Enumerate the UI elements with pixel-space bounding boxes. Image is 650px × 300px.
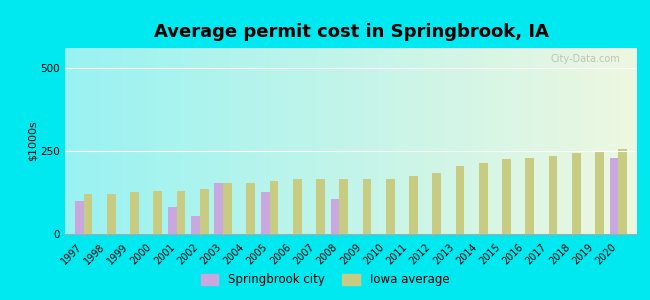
- Bar: [549, 156, 558, 234]
- Bar: [270, 181, 278, 234]
- Bar: [595, 151, 604, 234]
- Y-axis label: $1000s: $1000s: [27, 121, 38, 161]
- Bar: [191, 216, 200, 234]
- Bar: [223, 182, 232, 234]
- Text: City-Data.com: City-Data.com: [550, 54, 620, 64]
- Legend: Springbrook city, Iowa average: Springbrook city, Iowa average: [196, 269, 454, 291]
- Bar: [200, 189, 209, 234]
- Bar: [177, 191, 185, 234]
- Bar: [75, 201, 84, 234]
- Bar: [261, 193, 270, 234]
- Bar: [409, 176, 418, 234]
- Bar: [339, 179, 348, 234]
- Title: Average permit cost in Springbrook, IA: Average permit cost in Springbrook, IA: [153, 23, 549, 41]
- Bar: [432, 172, 441, 234]
- Bar: [316, 179, 325, 234]
- Bar: [386, 179, 395, 234]
- Bar: [293, 179, 302, 234]
- Bar: [610, 158, 618, 234]
- Bar: [168, 207, 177, 234]
- Bar: [525, 158, 534, 234]
- Bar: [107, 194, 116, 234]
- Bar: [84, 194, 92, 234]
- Bar: [456, 166, 465, 234]
- Bar: [246, 182, 255, 234]
- Bar: [572, 153, 580, 234]
- Bar: [331, 199, 339, 234]
- Bar: [214, 182, 223, 234]
- Bar: [502, 159, 511, 234]
- Bar: [479, 163, 488, 234]
- Bar: [363, 179, 371, 234]
- Bar: [130, 193, 139, 234]
- Bar: [153, 191, 162, 234]
- Bar: [618, 149, 627, 234]
